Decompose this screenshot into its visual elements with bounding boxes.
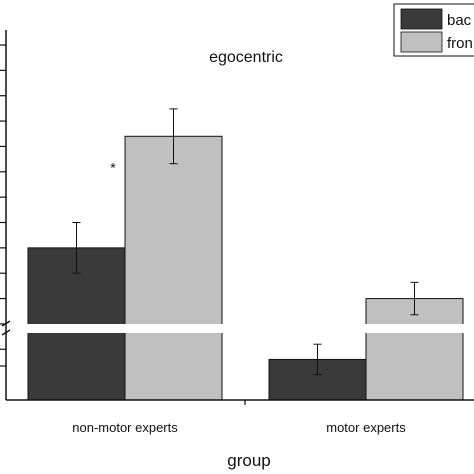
significance-star-0: * [110, 159, 116, 175]
x-tick-labels: non-motor experts motor experts [72, 420, 406, 435]
y-ticks [0, 44, 6, 367]
x-axis-label: group [227, 451, 270, 470]
error-bars-layer [72, 108, 419, 376]
chart-title: egocentric [209, 49, 283, 66]
bar-1-0 [124, 135, 223, 401]
bars-layer [27, 135, 464, 401]
significance-markers: * [110, 159, 116, 175]
legend-swatch-bac [400, 8, 443, 30]
axis-break-gap [0, 324, 474, 333]
legend: bac fron [393, 3, 474, 57]
legend-label-bac: bac [447, 12, 472, 29]
x-tick-label-0: non-motor experts [72, 420, 178, 435]
legend-swatch-fron [400, 31, 443, 53]
x-tick-label-1: motor experts [326, 420, 406, 435]
legend-label-fron: fron [447, 35, 473, 52]
